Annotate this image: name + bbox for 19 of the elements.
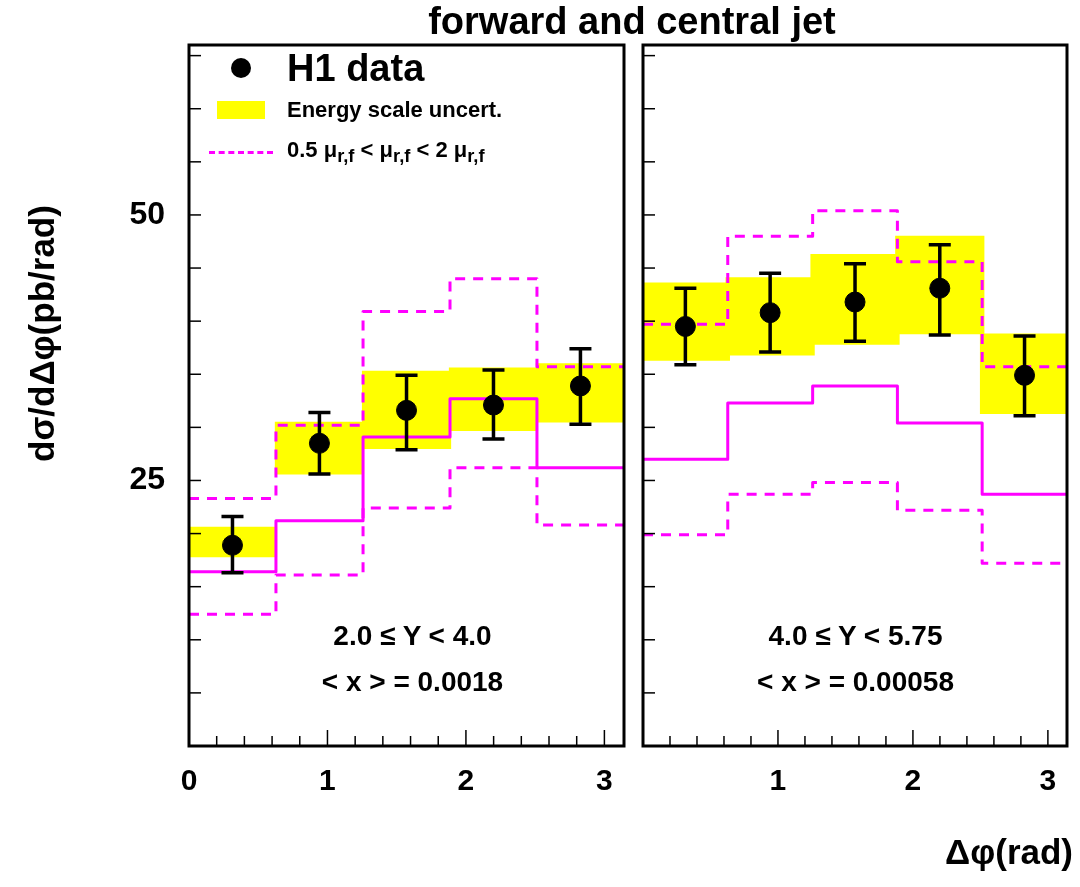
x-tick-label: 2 [904, 763, 922, 797]
legend-label: 0.5 μ$_{r,f}$ < μ$_{r,f}$ < 2 μ$_{r,f}$ [287, 136, 485, 168]
annotation: 4.0 ≤ Y < 5.75 [767, 620, 944, 652]
y-tick-label: 50 [129, 194, 165, 231]
x-tick-label: 3 [1039, 763, 1057, 797]
y-axis-title: dσ/dΔφ(pb/rad) [22, 205, 62, 462]
x-tick-label: 1 [769, 763, 787, 797]
legend-label: H1 data [287, 46, 425, 90]
x-tick-label: 3 [596, 763, 613, 797]
x-axis-title: Δφ(rad) [945, 832, 1073, 872]
x-tick-label: 0 [180, 763, 198, 797]
chart-title: forward and central jet [427, 0, 837, 43]
annotation: 2.0 ≤ Y < 4.0 [332, 620, 493, 652]
annotation: < x > = 0.0018 [320, 666, 505, 698]
annotation: < x > = 0.00058 [756, 666, 955, 698]
x-tick-label: 1 [319, 763, 336, 797]
legend-label: Energy scale uncert. [287, 97, 503, 123]
x-tick-label: 2 [457, 763, 475, 797]
y-tick-label: 25 [129, 460, 165, 497]
